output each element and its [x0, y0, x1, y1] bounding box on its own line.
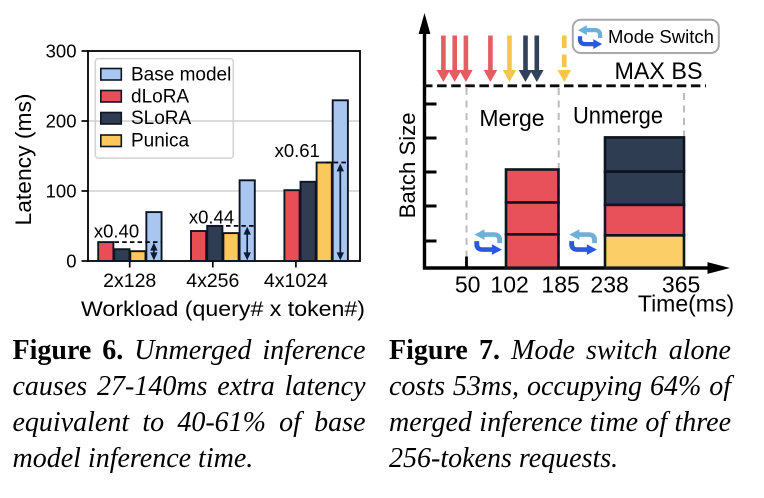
svg-text:238: 238	[590, 272, 628, 298]
svg-text:0: 0	[66, 251, 76, 272]
svg-text:SLoRA: SLoRA	[131, 108, 192, 129]
svg-text:185: 185	[541, 272, 579, 298]
svg-text:Punica: Punica	[131, 131, 190, 152]
svg-text:x0.61: x0.61	[275, 140, 320, 161]
svg-text:200: 200	[46, 111, 77, 132]
svg-text:365: 365	[662, 272, 700, 298]
svg-text:Workload (query# x token#): Workload (query# x token#)	[81, 298, 365, 321]
svg-text:Mode Switch: Mode Switch	[608, 26, 714, 47]
svg-text:MAX BS: MAX BS	[615, 58, 703, 85]
svg-text:Batch Size: Batch Size	[395, 112, 420, 218]
svg-text:Unmerge: Unmerge	[573, 103, 663, 130]
svg-text:Merge: Merge	[479, 105, 544, 131]
svg-text:x0.40: x0.40	[94, 220, 139, 241]
svg-text:dLoRA: dLoRA	[131, 87, 189, 108]
svg-text:Time(ms): Time(ms)	[638, 291, 734, 317]
svg-text:100: 100	[46, 181, 77, 202]
svg-text:102: 102	[490, 272, 528, 298]
svg-text:300: 300	[46, 41, 77, 62]
svg-text:Base model: Base model	[131, 65, 231, 86]
svg-text:Latency (ms): Latency (ms)	[11, 94, 36, 226]
svg-text:x0.44: x0.44	[189, 207, 234, 228]
svg-text:50: 50	[455, 272, 481, 298]
svg-text:2x128: 2x128	[103, 270, 156, 292]
svg-text:4x256: 4x256	[186, 270, 239, 292]
svg-text:4x1024: 4x1024	[264, 270, 328, 292]
